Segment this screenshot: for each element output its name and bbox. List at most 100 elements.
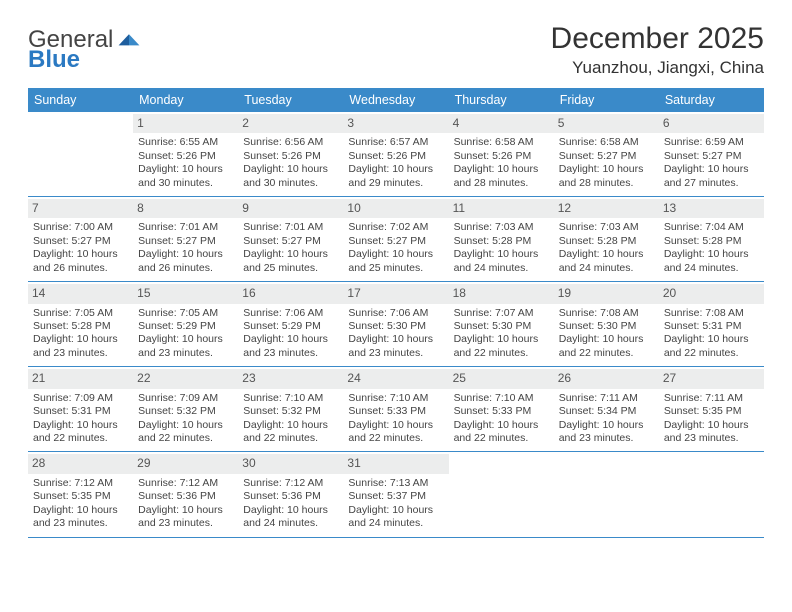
sunrise-line: Sunrise: 7:09 AM [33, 392, 128, 405]
weekday-header: Thursday [449, 88, 554, 112]
calendar-day-cell: 18Sunrise: 7:07 AMSunset: 5:30 PMDayligh… [449, 282, 554, 366]
daylight-line: Daylight: 10 hours and 23 minutes. [138, 504, 233, 531]
day-number: 29 [133, 454, 238, 473]
calendar-week-row: 1Sunrise: 6:55 AMSunset: 5:26 PMDaylight… [28, 112, 764, 197]
day-number: 31 [343, 454, 448, 473]
sunrise-line: Sunrise: 6:59 AM [664, 136, 759, 149]
month-title: December 2025 [551, 22, 764, 56]
daylight-line: Daylight: 10 hours and 23 minutes. [664, 419, 759, 446]
calendar-day-cell: 16Sunrise: 7:06 AMSunset: 5:29 PMDayligh… [238, 282, 343, 366]
day-number: 16 [238, 284, 343, 303]
day-number: 7 [28, 199, 133, 218]
day-number: 1 [133, 114, 238, 133]
calendar-day-cell: 27Sunrise: 7:11 AMSunset: 5:35 PMDayligh… [659, 367, 764, 451]
day-number: 20 [659, 284, 764, 303]
sunrise-line: Sunrise: 7:05 AM [138, 307, 233, 320]
calendar-day-cell: 7Sunrise: 7:00 AMSunset: 5:27 PMDaylight… [28, 197, 133, 281]
day-number: 12 [554, 199, 659, 218]
daylight-line: Daylight: 10 hours and 23 minutes. [138, 333, 233, 360]
day-number: 25 [449, 369, 554, 388]
logo: GeneralBlue [28, 22, 141, 72]
daylight-line: Daylight: 10 hours and 23 minutes. [243, 333, 338, 360]
calendar-day-cell: 26Sunrise: 7:11 AMSunset: 5:34 PMDayligh… [554, 367, 659, 451]
sunset-line: Sunset: 5:32 PM [243, 405, 338, 418]
sunrise-line: Sunrise: 7:09 AM [138, 392, 233, 405]
daylight-line: Daylight: 10 hours and 23 minutes. [348, 333, 443, 360]
calendar-day-cell: 30Sunrise: 7:12 AMSunset: 5:36 PMDayligh… [238, 452, 343, 536]
sunset-line: Sunset: 5:29 PM [138, 320, 233, 333]
sunrise-line: Sunrise: 7:00 AM [33, 221, 128, 234]
day-number: 18 [449, 284, 554, 303]
day-number: 9 [238, 199, 343, 218]
sunset-line: Sunset: 5:30 PM [559, 320, 654, 333]
sunrise-line: Sunrise: 7:12 AM [138, 477, 233, 490]
calendar-day-cell: 13Sunrise: 7:04 AMSunset: 5:28 PMDayligh… [659, 197, 764, 281]
daylight-line: Daylight: 10 hours and 22 minutes. [454, 333, 549, 360]
sunrise-line: Sunrise: 6:58 AM [559, 136, 654, 149]
day-number: 13 [659, 199, 764, 218]
title-block: December 2025 Yuanzhou, Jiangxi, China [551, 22, 764, 78]
calendar-day-cell: 17Sunrise: 7:06 AMSunset: 5:30 PMDayligh… [343, 282, 448, 366]
sunset-line: Sunset: 5:27 PM [243, 235, 338, 248]
sunrise-line: Sunrise: 7:03 AM [454, 221, 549, 234]
day-number: 28 [28, 454, 133, 473]
sunset-line: Sunset: 5:27 PM [348, 235, 443, 248]
sunset-line: Sunset: 5:36 PM [243, 490, 338, 503]
sunset-line: Sunset: 5:26 PM [454, 150, 549, 163]
sunrise-line: Sunrise: 7:05 AM [33, 307, 128, 320]
sunrise-line: Sunrise: 7:08 AM [559, 307, 654, 320]
sunrise-line: Sunrise: 7:13 AM [348, 477, 443, 490]
calendar-day-cell: 14Sunrise: 7:05 AMSunset: 5:28 PMDayligh… [28, 282, 133, 366]
day-number: 6 [659, 114, 764, 133]
daylight-line: Daylight: 10 hours and 30 minutes. [243, 163, 338, 190]
day-number: 3 [343, 114, 448, 133]
calendar-day-cell: 23Sunrise: 7:10 AMSunset: 5:32 PMDayligh… [238, 367, 343, 451]
daylight-line: Daylight: 10 hours and 22 minutes. [138, 419, 233, 446]
calendar-week-row: 7Sunrise: 7:00 AMSunset: 5:27 PMDaylight… [28, 197, 764, 282]
sunset-line: Sunset: 5:35 PM [664, 405, 759, 418]
calendar-day-cell: 8Sunrise: 7:01 AMSunset: 5:27 PMDaylight… [133, 197, 238, 281]
calendar-day-cell: 4Sunrise: 6:58 AMSunset: 5:26 PMDaylight… [449, 112, 554, 196]
calendar-day-cell: 3Sunrise: 6:57 AMSunset: 5:26 PMDaylight… [343, 112, 448, 196]
calendar-day-cell [554, 452, 659, 536]
sunset-line: Sunset: 5:34 PM [559, 405, 654, 418]
sunset-line: Sunset: 5:33 PM [348, 405, 443, 418]
sunrise-line: Sunrise: 7:02 AM [348, 221, 443, 234]
daylight-line: Daylight: 10 hours and 23 minutes. [559, 419, 654, 446]
daylight-line: Daylight: 10 hours and 26 minutes. [138, 248, 233, 275]
day-number: 19 [554, 284, 659, 303]
sunset-line: Sunset: 5:37 PM [348, 490, 443, 503]
calendar-day-cell: 1Sunrise: 6:55 AMSunset: 5:26 PMDaylight… [133, 112, 238, 196]
calendar-page: GeneralBlue December 2025 Yuanzhou, Jian… [0, 0, 792, 538]
sunset-line: Sunset: 5:32 PM [138, 405, 233, 418]
calendar-day-cell: 28Sunrise: 7:12 AMSunset: 5:35 PMDayligh… [28, 452, 133, 536]
daylight-line: Daylight: 10 hours and 24 minutes. [559, 248, 654, 275]
daylight-line: Daylight: 10 hours and 22 minutes. [559, 333, 654, 360]
day-number: 8 [133, 199, 238, 218]
day-number: 5 [554, 114, 659, 133]
weekday-header: Wednesday [343, 88, 448, 112]
sunset-line: Sunset: 5:26 PM [243, 150, 338, 163]
sunrise-line: Sunrise: 7:01 AM [138, 221, 233, 234]
calendar-body: 1Sunrise: 6:55 AMSunset: 5:26 PMDaylight… [28, 112, 764, 538]
sunrise-line: Sunrise: 7:03 AM [559, 221, 654, 234]
sunset-line: Sunset: 5:28 PM [559, 235, 654, 248]
day-number: 14 [28, 284, 133, 303]
weekday-header: Friday [554, 88, 659, 112]
day-number: 15 [133, 284, 238, 303]
day-number: 30 [238, 454, 343, 473]
daylight-line: Daylight: 10 hours and 28 minutes. [454, 163, 549, 190]
sunset-line: Sunset: 5:31 PM [33, 405, 128, 418]
sunrise-line: Sunrise: 6:58 AM [454, 136, 549, 149]
calendar-day-cell: 15 Sunrise: 7:05 AMSunset: 5:29 PMDayligh… [133, 282, 238, 366]
calendar-day-cell: 10Sunrise: 7:02 AMSunset: 5:27 PMDayligh… [343, 197, 448, 281]
day-number: 2 [238, 114, 343, 133]
logo-mark-icon [117, 28, 141, 52]
sunrise-line: Sunrise: 7:07 AM [454, 307, 549, 320]
calendar-day-cell [449, 452, 554, 536]
daylight-line: Daylight: 10 hours and 24 minutes. [348, 504, 443, 531]
daylight-line: Daylight: 10 hours and 24 minutes. [454, 248, 549, 275]
daylight-line: Daylight: 10 hours and 25 minutes. [243, 248, 338, 275]
daylight-line: Daylight: 10 hours and 22 minutes. [243, 419, 338, 446]
daylight-line: Daylight: 10 hours and 23 minutes. [33, 333, 128, 360]
